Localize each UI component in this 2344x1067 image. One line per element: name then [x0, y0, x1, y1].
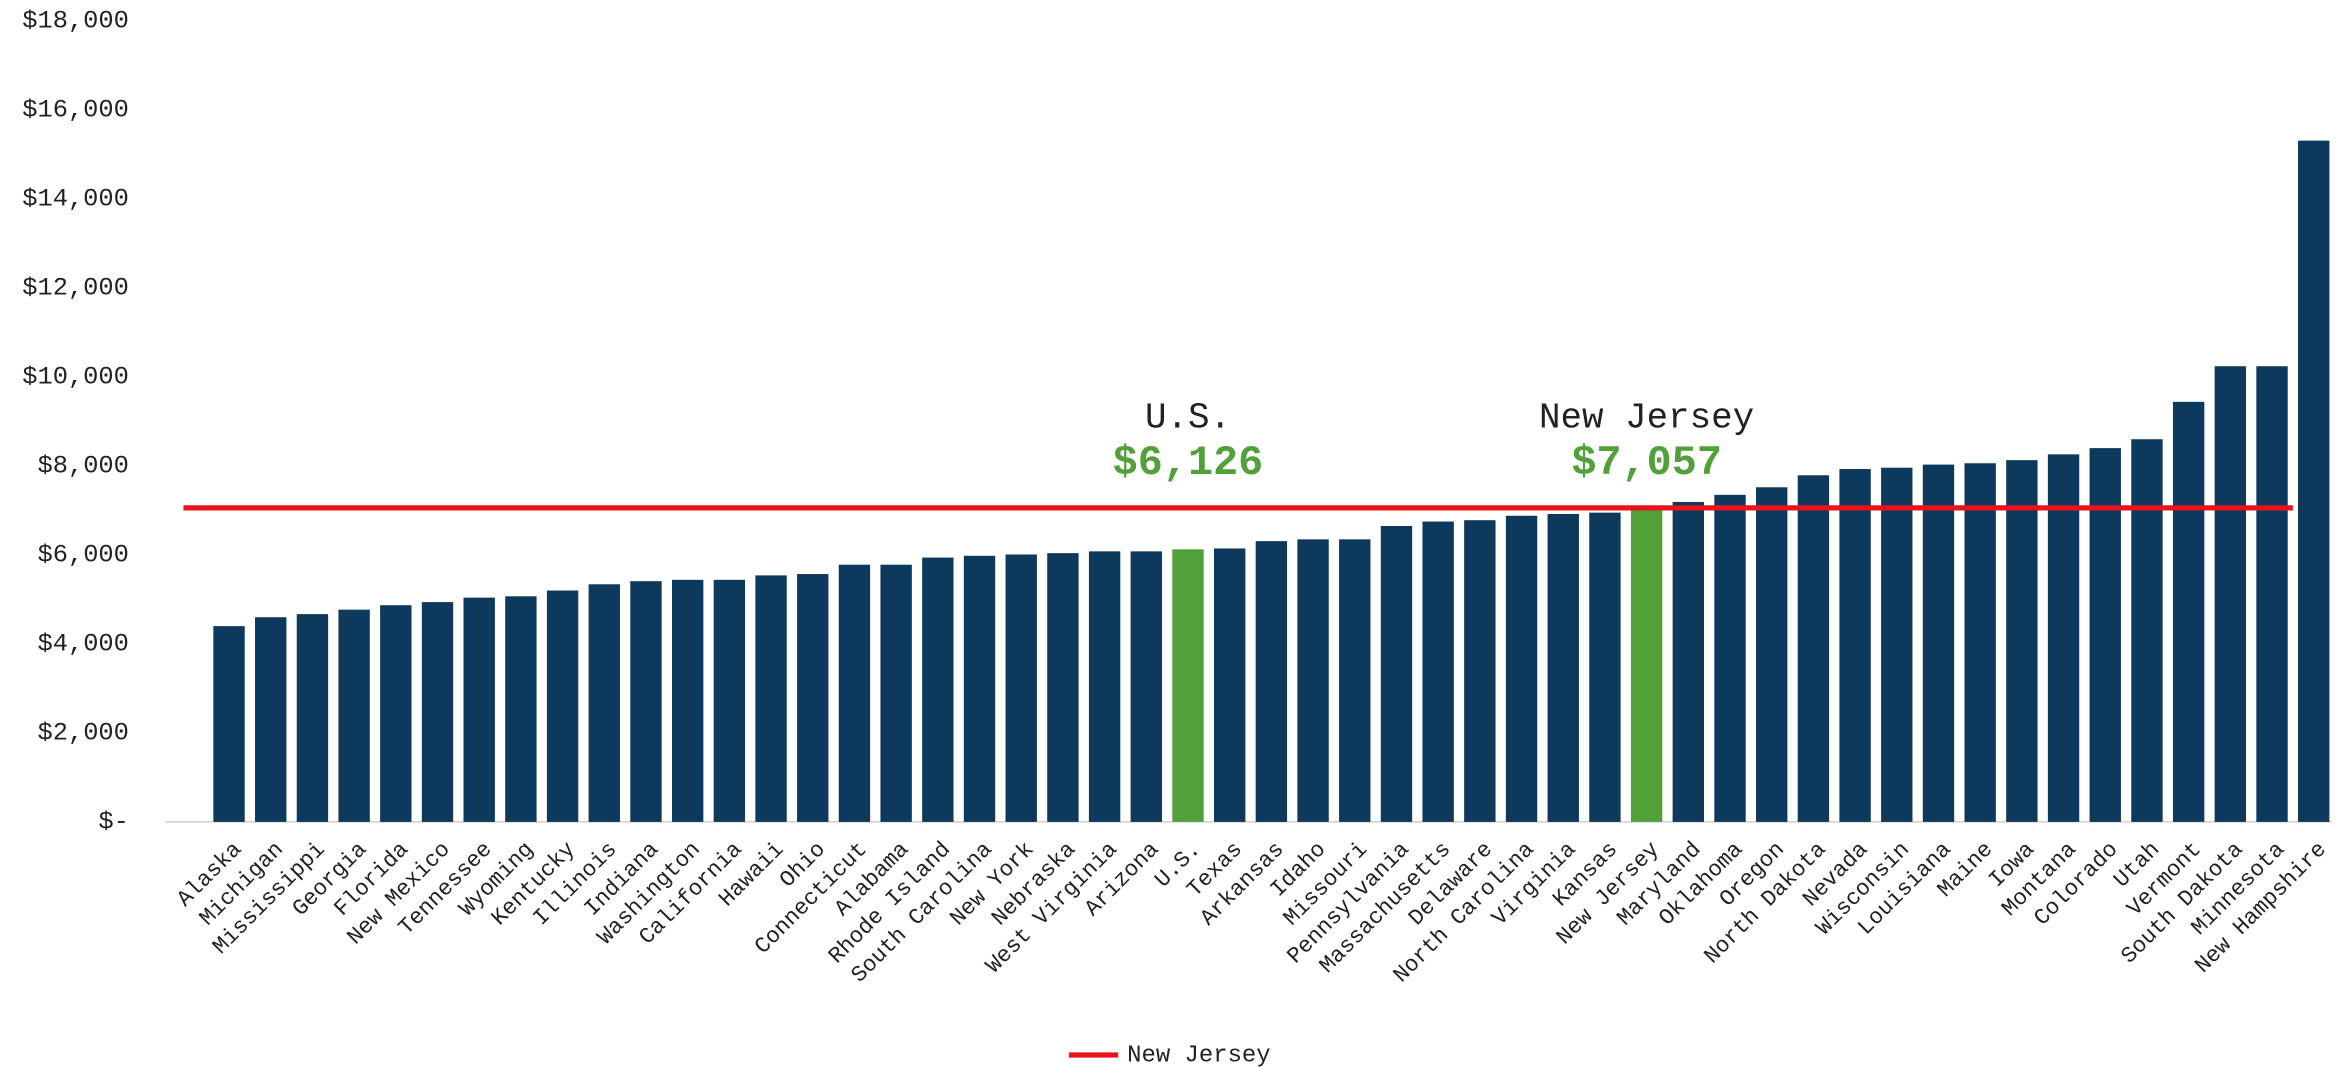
- y-tick-label: $6,000: [37, 541, 128, 570]
- bar: [1464, 520, 1496, 822]
- y-tick-label: $14,000: [22, 185, 129, 214]
- y-tick-label: $10,000: [22, 363, 129, 392]
- y-tick-label: $2,000: [37, 719, 128, 748]
- value-label: $7,057: [1571, 439, 1722, 487]
- bar: [1672, 501, 1705, 822]
- bar: [963, 555, 996, 822]
- bar: [1589, 512, 1621, 822]
- bar: [296, 614, 329, 822]
- value-label: $6,126: [1113, 439, 1264, 487]
- bar: [1172, 549, 1204, 822]
- bar: [2131, 439, 2163, 822]
- bar: [1213, 548, 1246, 822]
- bar: [2214, 366, 2247, 822]
- bar: [1756, 487, 1788, 822]
- bar: [588, 584, 620, 822]
- bar: [1505, 515, 1538, 822]
- y-tick-label: $8,000: [37, 452, 128, 481]
- bar: [922, 557, 954, 822]
- bar: [1088, 551, 1121, 822]
- bar: [1630, 507, 1663, 822]
- bar: [2172, 401, 2205, 822]
- bar: [380, 605, 412, 822]
- bar: [1380, 525, 1413, 822]
- y-tick-label: $-: [98, 808, 128, 837]
- bar: [1005, 554, 1037, 822]
- bar: [671, 579, 704, 822]
- bar: [1714, 494, 1746, 822]
- bar: [2298, 140, 2330, 822]
- bar: [838, 564, 871, 822]
- bar: [880, 564, 912, 822]
- bar: [1922, 464, 1955, 822]
- bar: [1839, 469, 1871, 822]
- y-tick-label: $12,000: [22, 274, 129, 303]
- bar: [546, 590, 579, 822]
- bar: [1964, 463, 1996, 822]
- annotation-name: New Jersey: [1539, 398, 1754, 439]
- annotation-name: U.S.: [1145, 398, 1231, 439]
- bar: [797, 574, 829, 822]
- bar: [2006, 460, 2038, 822]
- y-tick-label: $18,000: [22, 7, 129, 36]
- bar: [713, 579, 746, 822]
- bar: [1297, 539, 1329, 822]
- bar: [1047, 553, 1079, 822]
- y-tick-label: $16,000: [22, 96, 129, 125]
- bar: [505, 596, 537, 822]
- y-tick-label: $4,000: [37, 630, 128, 659]
- bar: [338, 609, 370, 822]
- bar: [255, 617, 287, 822]
- bar: [755, 575, 787, 822]
- bar: [630, 581, 662, 822]
- bar: [1881, 467, 1913, 822]
- bar: [1422, 521, 1454, 822]
- bar: [1255, 541, 1288, 822]
- bar: [213, 626, 245, 822]
- bar: [2047, 454, 2080, 822]
- bar: [1130, 551, 1162, 822]
- legend-label: New Jersey: [1127, 1042, 1270, 1067]
- bar: [421, 602, 454, 822]
- bar: [1339, 539, 1371, 822]
- bar: [1547, 513, 1579, 822]
- bar: [2256, 366, 2288, 822]
- bar: [1797, 475, 1830, 822]
- bar: [463, 597, 495, 822]
- bar: [2089, 448, 2121, 822]
